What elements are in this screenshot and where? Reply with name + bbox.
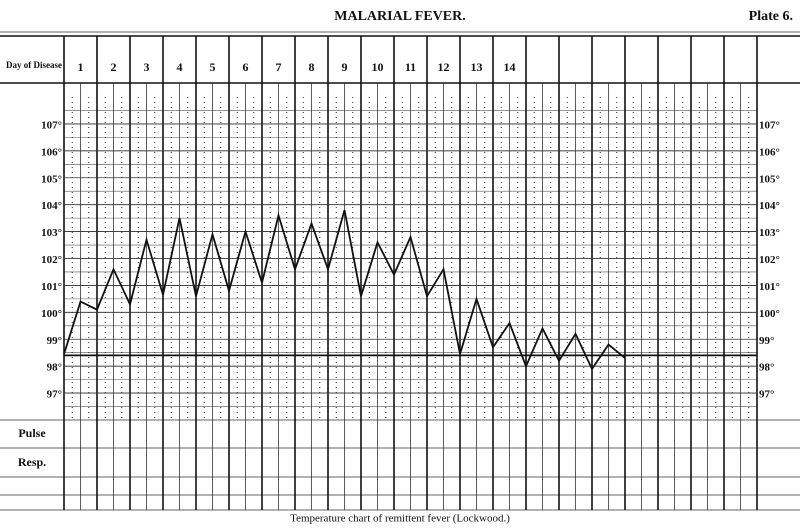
row-label: Resp. <box>18 455 46 469</box>
y-tick-label: 105° <box>41 173 62 185</box>
y-tick-label-right: 105° <box>759 173 780 185</box>
x-tick-label: 13 <box>471 60 483 74</box>
x-tick-label: 14 <box>504 60 516 74</box>
y-tick-label-right: 107° <box>759 119 780 131</box>
y-tick-label-right: 97° <box>759 389 774 401</box>
x-tick-label: 5 <box>210 60 216 74</box>
y-tick-label-right: 101° <box>759 281 780 293</box>
caption: Temperature chart of remittent fever (Lo… <box>290 513 510 525</box>
y-tick-label: 97° <box>47 389 62 401</box>
y-tick-label: 107° <box>41 119 62 131</box>
y-tick-label-right: 98° <box>759 362 774 374</box>
plate-label: Plate 6. <box>749 9 793 24</box>
y-tick-label: 103° <box>41 227 62 239</box>
category-axis-label: Day of Disease <box>6 60 62 70</box>
x-tick-label: 11 <box>405 60 416 74</box>
y-tick-label: 99° <box>47 335 62 347</box>
x-tick-label: 2 <box>111 60 117 74</box>
y-tick-label-right: 106° <box>759 146 780 158</box>
x-tick-label: 9 <box>342 60 348 74</box>
chart-title: MALARIAL FEVER. <box>334 9 465 24</box>
x-tick-label: 10 <box>372 60 384 74</box>
row-label: Pulse <box>18 426 46 440</box>
x-tick-label: 1 <box>78 60 84 74</box>
x-tick-label: 3 <box>144 60 150 74</box>
y-tick-label: 106° <box>41 146 62 158</box>
y-tick-label-right: 103° <box>759 227 780 239</box>
x-tick-label: 6 <box>243 60 249 74</box>
y-tick-label: 102° <box>41 254 62 266</box>
y-tick-label-right: 100° <box>759 308 780 320</box>
x-tick-label: 8 <box>309 60 315 74</box>
y-tick-label: 104° <box>41 200 62 212</box>
y-tick-label: 98° <box>47 362 62 374</box>
x-tick-label: 12 <box>438 60 450 74</box>
y-tick-label-right: 102° <box>759 254 780 266</box>
y-tick-label-right: 104° <box>759 200 780 212</box>
x-tick-label: 7 <box>276 60 282 74</box>
temperature-line <box>63 209 626 371</box>
x-tick-label: 4 <box>177 60 183 74</box>
y-tick-label: 100° <box>41 308 62 320</box>
y-tick-label: 101° <box>41 281 62 293</box>
y-tick-label-right: 99° <box>759 335 774 347</box>
